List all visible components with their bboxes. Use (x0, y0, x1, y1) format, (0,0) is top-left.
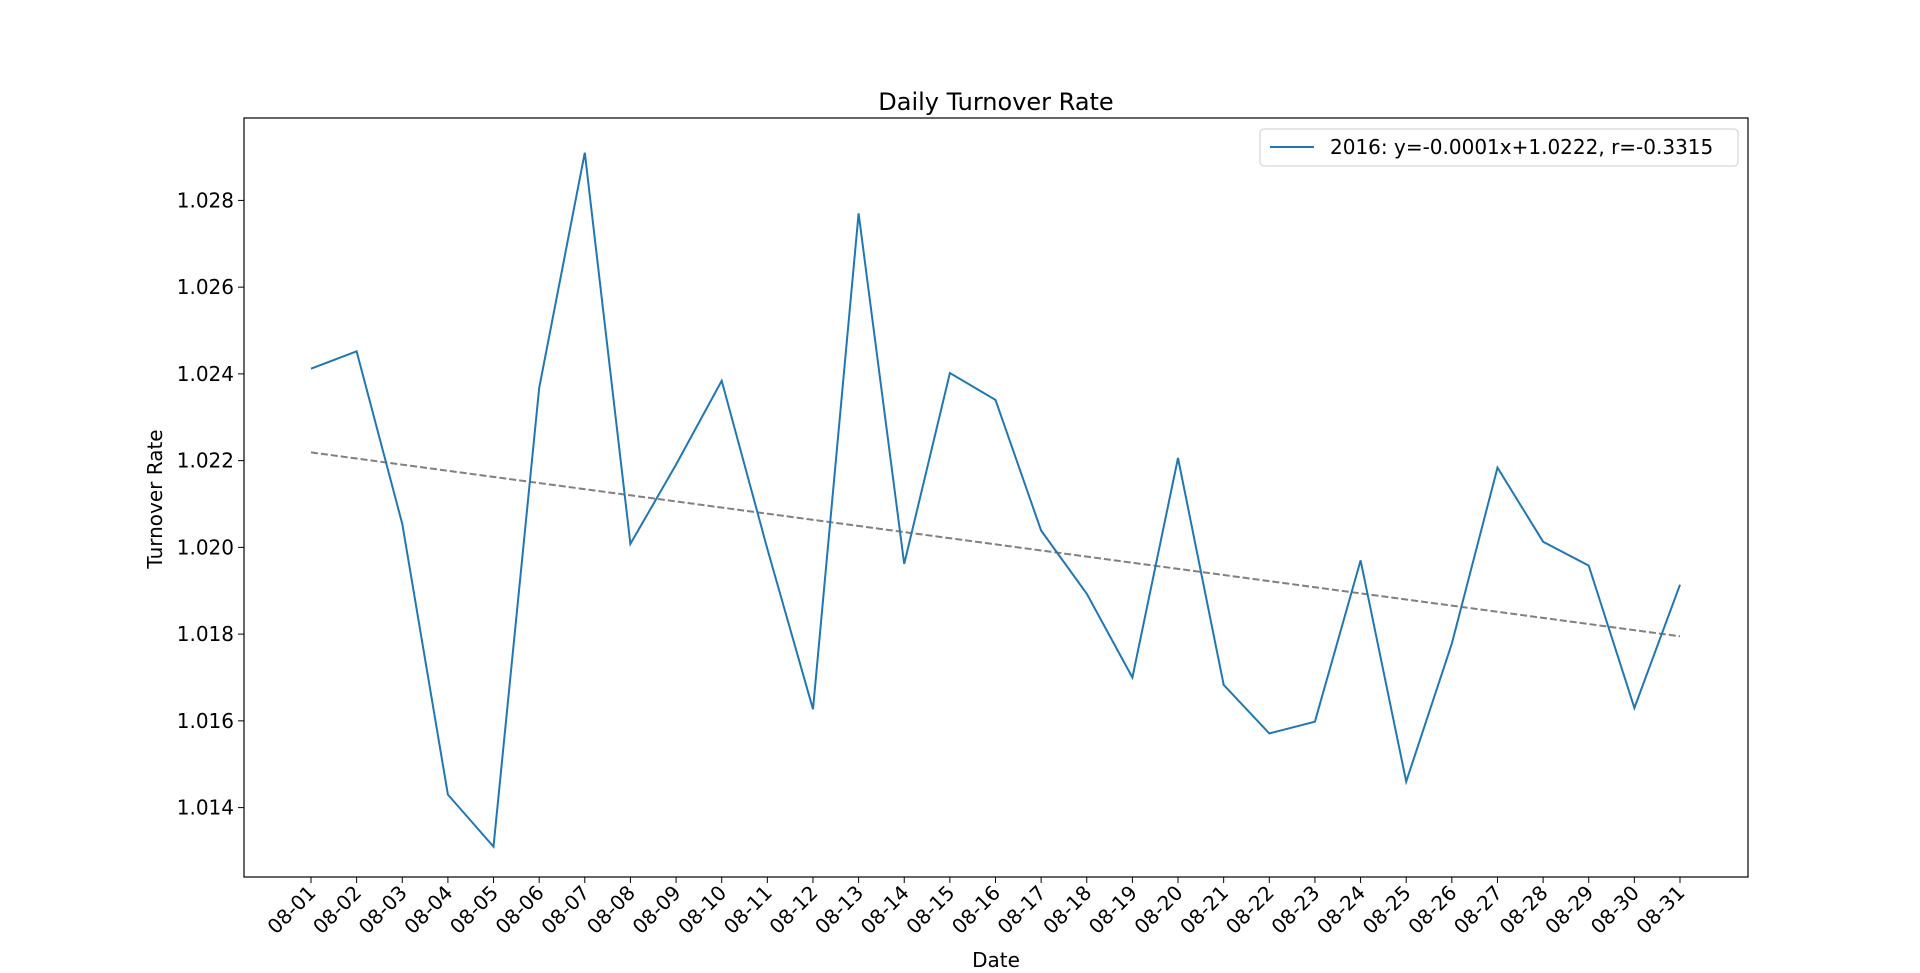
x-tick-label: 08-06 (491, 881, 549, 939)
y-tick-label: 1.014 (177, 796, 234, 820)
x-axis-ticks: 08-0108-0208-0308-0408-0508-0608-0708-08… (262, 877, 1690, 939)
x-tick-label: 08-02 (308, 881, 366, 939)
x-tick-label: 08-25 (1358, 881, 1416, 939)
legend-box (1259, 128, 1739, 167)
x-tick-label: 08-13 (810, 881, 868, 939)
x-tick-label: 08-09 (628, 881, 686, 939)
y-tick-label: 1.024 (177, 362, 234, 386)
x-tick-label: 08-07 (536, 881, 594, 939)
x-tick-label: 08-31 (1631, 881, 1689, 939)
x-tick-label: 08-14 (856, 881, 914, 939)
x-tick-label: 08-16 (947, 881, 1005, 939)
y-tick-label: 1.028 (177, 188, 234, 212)
x-tick-label: 08-01 (262, 881, 320, 939)
x-tick-label: 08-27 (1449, 881, 1507, 939)
x-tick-label: 08-28 (1495, 881, 1553, 939)
legend: 2016: y=-0.0001x+1.0222, r=-0.3315 (1259, 128, 1739, 167)
x-tick-label: 08-15 (901, 881, 959, 939)
x-tick-label: 08-29 (1540, 881, 1598, 939)
x-tick-label: 08-03 (354, 881, 412, 939)
y-tick-label: 1.022 (177, 449, 234, 473)
x-tick-label: 08-04 (399, 881, 457, 939)
series-line (310, 152, 1681, 849)
x-tick-label: 08-05 (445, 881, 503, 939)
x-tick-label: 08-17 (993, 881, 1051, 939)
y-axis-label: Turnover Rate (143, 429, 167, 569)
x-tick-label: 08-11 (719, 881, 777, 939)
y-axis-ticks: 1.014 1.016 1.018 1.020 1.022 1.024 1.026 1.028 (177, 188, 244, 820)
x-tick-label: 08-18 (1038, 881, 1096, 939)
x-tick-label: 08-21 (1175, 881, 1233, 939)
plot-area-frame (243, 117, 1749, 878)
x-tick-label: 08-08 (582, 881, 640, 939)
x-tick-label: 08-30 (1586, 881, 1644, 939)
x-tick-label: 08-20 (1129, 881, 1187, 939)
trendline (310, 451, 1681, 638)
y-tick-label: 1.020 (177, 535, 234, 559)
x-axis-label: Date (972, 948, 1020, 972)
x-tick-label: 08-26 (1403, 881, 1461, 939)
y-tick-label: 1.018 (177, 622, 234, 646)
legend-label: 2016: y=-0.0001x+1.0222, r=-0.3315 (1330, 135, 1713, 159)
chart-title: Daily Turnover Rate (878, 88, 1113, 116)
x-tick-label: 08-12 (764, 881, 822, 939)
x-tick-label: 08-22 (1221, 881, 1279, 939)
y-tick-label: 1.026 (177, 275, 234, 299)
x-tick-label: 08-23 (1266, 881, 1324, 939)
x-tick-label: 08-10 (673, 881, 731, 939)
x-tick-label: 08-24 (1312, 881, 1370, 939)
x-tick-label: 08-19 (1084, 881, 1142, 939)
series-layer (310, 152, 1681, 849)
y-tick-label: 1.016 (177, 709, 234, 733)
